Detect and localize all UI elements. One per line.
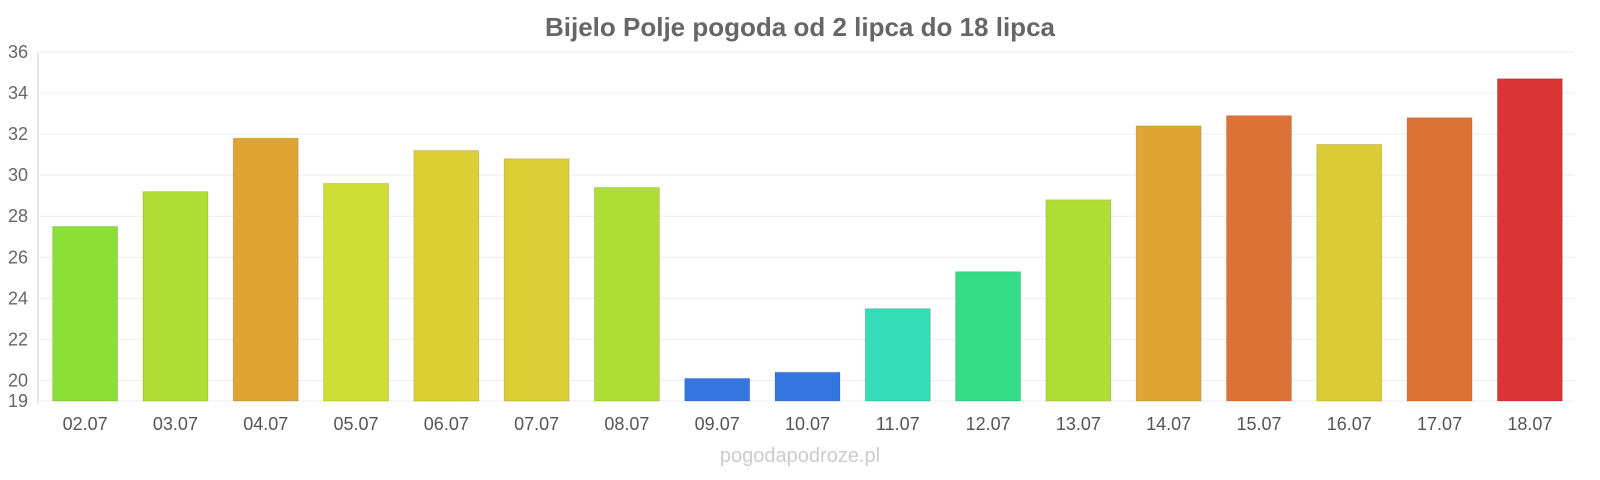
bar-02.07 <box>52 226 119 402</box>
x-tick-label: 03.07 <box>153 414 198 434</box>
x-tick-label: 12.07 <box>966 414 1011 434</box>
bar-06.07 <box>413 150 480 402</box>
bar-05.07 <box>323 182 390 402</box>
y-tick-label: 28 <box>8 206 28 226</box>
bar-08.07 <box>593 186 660 402</box>
x-tick-label: 02.07 <box>63 414 108 434</box>
x-tick-label: 09.07 <box>695 414 740 434</box>
source-watermark: pogodapodroze.pl <box>720 445 880 467</box>
bar-13.07 <box>1045 199 1112 402</box>
bar-16.07 <box>1316 143 1383 402</box>
x-tick-label: 18.07 <box>1507 414 1552 434</box>
y-tick-label: 34 <box>8 83 28 103</box>
bar-14.07 <box>1135 125 1202 402</box>
bar-09.07 <box>684 377 751 402</box>
y-tick-label: 19 <box>8 391 28 411</box>
x-tick-label: 13.07 <box>1056 414 1101 434</box>
y-tick-label: 30 <box>8 165 28 185</box>
x-tick-label: 08.07 <box>604 414 649 434</box>
x-tick-label: 15.07 <box>1236 414 1281 434</box>
chart-title: Bijelo Polje pogoda od 2 lipca do 18 lip… <box>545 12 1056 42</box>
x-axis-ticks: 02.07 03.07 04.07 05.07 06.07 07.07 08.07 09.07… <box>63 414 1553 434</box>
x-tick-label: 16.07 <box>1327 414 1372 434</box>
bar-07.07 <box>503 158 570 402</box>
bar-17.07 <box>1406 117 1473 402</box>
x-tick-label: 10.07 <box>785 414 830 434</box>
bar-10.07 <box>774 371 841 402</box>
y-tick-label: 22 <box>8 329 28 349</box>
y-tick-label: 32 <box>8 124 28 144</box>
y-tick-label: 26 <box>8 247 28 267</box>
x-tick-label: 17.07 <box>1417 414 1462 434</box>
bar-18.07 <box>1496 78 1563 402</box>
y-tick-label: 24 <box>8 288 28 308</box>
y-tick-label: 20 <box>8 370 28 390</box>
x-tick-label: 11.07 <box>876 414 920 434</box>
x-tick-label: 04.07 <box>243 414 288 434</box>
x-tick-label: 14.07 <box>1146 414 1191 434</box>
y-tick-label: 36 <box>8 42 28 62</box>
x-tick-label: 06.07 <box>424 414 469 434</box>
bar-03.07 <box>142 191 209 402</box>
bar-12.07 <box>955 271 1022 402</box>
bars <box>52 78 1563 402</box>
bar-15.07 <box>1225 115 1292 402</box>
x-tick-label: 07.07 <box>514 414 559 434</box>
x-tick-label: 05.07 <box>334 414 379 434</box>
bar-04.07 <box>232 137 299 402</box>
bar-11.07 <box>864 308 931 402</box>
